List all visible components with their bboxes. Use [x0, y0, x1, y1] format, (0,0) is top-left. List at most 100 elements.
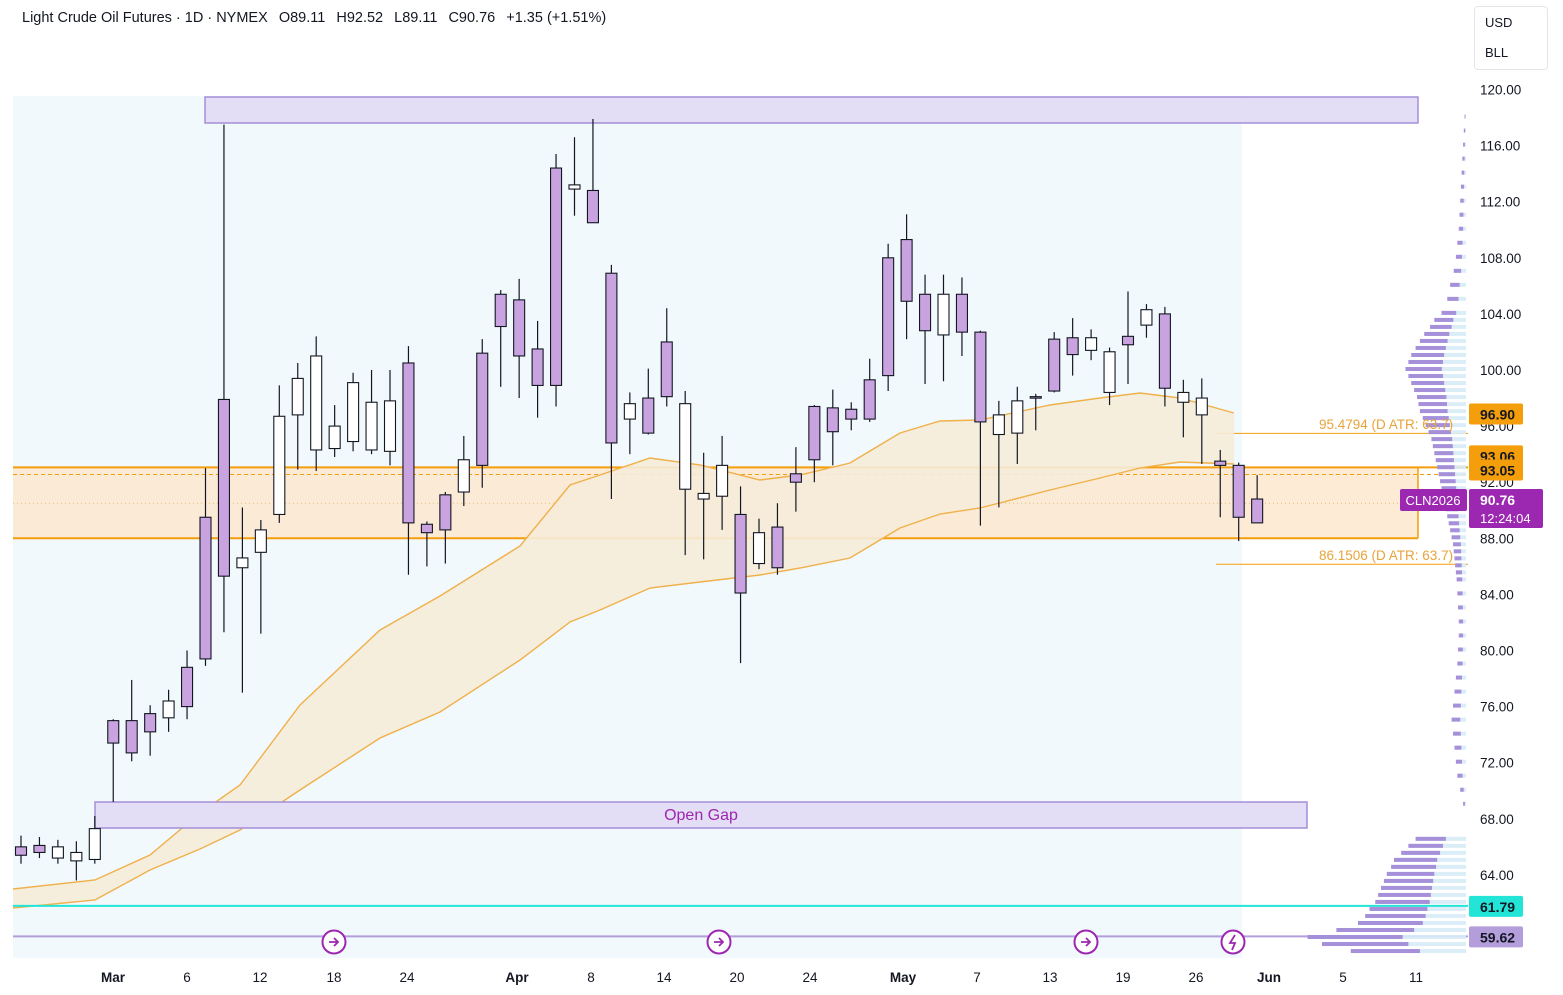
candle-body[interactable]: [679, 403, 692, 490]
candle-body[interactable]: [1121, 335, 1135, 346]
volume-profile-bin: [1450, 528, 1460, 533]
price-tick-label: 68.00: [1480, 812, 1514, 827]
candle-body[interactable]: [1066, 337, 1079, 356]
candle-body[interactable]: [1029, 396, 1042, 399]
volume-profile-bin: [1464, 114, 1466, 119]
volume-profile-bin: [1401, 850, 1441, 855]
volume-profile-bin: [1441, 310, 1457, 315]
candle-body[interactable]: [273, 415, 286, 516]
resistance-rectangle[interactable]: [204, 96, 1419, 124]
volume-profile-bin: [1453, 549, 1462, 554]
candle-body[interactable]: [347, 382, 360, 443]
candle-body[interactable]: [365, 401, 378, 451]
candle-body[interactable]: [14, 846, 28, 856]
price-tick-label: 76.00: [1480, 700, 1514, 715]
unit-label[interactable]: BLL: [1485, 45, 1509, 60]
time-tick-label: 26: [1188, 970, 1203, 985]
candle-body[interactable]: [1103, 351, 1116, 393]
candle-body[interactable]: [383, 400, 397, 452]
candle-body[interactable]: [660, 341, 673, 398]
candle-body[interactable]: [531, 348, 544, 386]
candle-body[interactable]: [33, 844, 46, 854]
candle-body[interactable]: [992, 414, 1005, 436]
candle-body[interactable]: [1048, 338, 1061, 392]
candle-body[interactable]: [955, 293, 969, 333]
candle-body[interactable]: [752, 532, 766, 565]
time-axis[interactable]: Mar 6 12 18 24 Apr 8 14 20 24 May 7 13 19 26 Jun 5 11: [101, 970, 1423, 985]
event-markers[interactable]: [321, 929, 1246, 955]
candle-body[interactable]: [1195, 397, 1208, 416]
volume-profile-bin: [1375, 899, 1430, 904]
candle-body[interactable]: [457, 459, 470, 493]
candle-body[interactable]: [199, 516, 212, 660]
candle-body[interactable]: [125, 720, 138, 754]
earnings-marker-icon[interactable]: [1220, 929, 1246, 955]
candle-body[interactable]: [420, 523, 433, 534]
candle-body[interactable]: [863, 379, 876, 420]
candle-body[interactable]: [162, 700, 175, 719]
candle-body[interactable]: [697, 492, 710, 500]
candle-body[interactable]: [974, 331, 987, 423]
candle-body[interactable]: [494, 293, 507, 328]
candle-body[interactable]: [845, 408, 858, 420]
candle-body[interactable]: [642, 397, 655, 434]
candle-body[interactable]: [513, 299, 526, 357]
candle-body[interactable]: [716, 464, 729, 497]
currency-label[interactable]: USD: [1485, 15, 1513, 30]
candle-body[interactable]: [826, 407, 839, 433]
candle-body[interactable]: [236, 557, 249, 569]
candle-body[interactable]: [291, 377, 304, 416]
candle-body[interactable]: [328, 425, 341, 450]
candle-body[interactable]: [789, 473, 802, 483]
open-gap-label: Open Gap: [664, 807, 738, 824]
price-axis[interactable]: 120.00116.00112.00108.00104.00100.0096.0…: [1480, 83, 1521, 883]
candle-body[interactable]: [217, 398, 230, 577]
candlestick-series[interactable]: [14, 118, 1264, 881]
volume-profile-bin: [1419, 338, 1448, 343]
symbol-name[interactable]: Light Crude Oil Futures · 1D · NYMEX: [22, 10, 268, 26]
candle-body[interactable]: [808, 405, 821, 461]
candle-body[interactable]: [70, 851, 83, 862]
candle-body[interactable]: [1251, 498, 1264, 524]
candle-body[interactable]: [623, 403, 636, 420]
candle-body[interactable]: [549, 167, 563, 386]
candle-body[interactable]: [882, 257, 895, 377]
candle-body[interactable]: [88, 828, 101, 861]
candle-body[interactable]: [605, 272, 618, 444]
candle-body[interactable]: [1085, 337, 1098, 351]
price-tick-label: 104.00: [1480, 307, 1521, 322]
candle-body[interactable]: [937, 293, 950, 336]
candle-body[interactable]: [181, 666, 194, 708]
candle-body[interactable]: [402, 362, 415, 524]
candle-body[interactable]: [1158, 313, 1171, 389]
volume-profile-bin: [1307, 935, 1403, 940]
volume-profile-bin: [1455, 759, 1462, 764]
candle-body[interactable]: [586, 189, 600, 224]
volume-profile-bin: [1365, 913, 1426, 918]
volume-profile-bin: [1459, 212, 1464, 217]
candle-body[interactable]: [1232, 464, 1245, 518]
candle-body[interactable]: [900, 239, 913, 302]
candle-body[interactable]: [310, 355, 323, 451]
candle-body[interactable]: [439, 494, 452, 531]
candle-body[interactable]: [918, 293, 932, 332]
currency-selector[interactable]: USD BLL: [1474, 6, 1548, 70]
drawing-rectangles[interactable]: [94, 96, 1419, 829]
candle-body[interactable]: [107, 720, 120, 744]
volume-profile-bin: [1386, 871, 1435, 876]
candle-body[interactable]: [734, 513, 747, 594]
volume-profile-bin: [1381, 885, 1433, 890]
candle-body[interactable]: [1011, 400, 1024, 434]
candle-body[interactable]: [1177, 391, 1190, 403]
arrow-right-icon: [1081, 937, 1092, 947]
candle-body[interactable]: [51, 846, 64, 859]
open-gap-rectangle[interactable]: [94, 801, 1308, 829]
candle-body[interactable]: [771, 526, 784, 569]
candle-body[interactable]: [568, 184, 581, 190]
candle-body[interactable]: [1140, 309, 1153, 326]
candle-body[interactable]: [1214, 460, 1227, 466]
candle-body[interactable]: [254, 529, 267, 553]
candle-body[interactable]: [476, 352, 489, 466]
candle-body[interactable]: [144, 713, 157, 733]
